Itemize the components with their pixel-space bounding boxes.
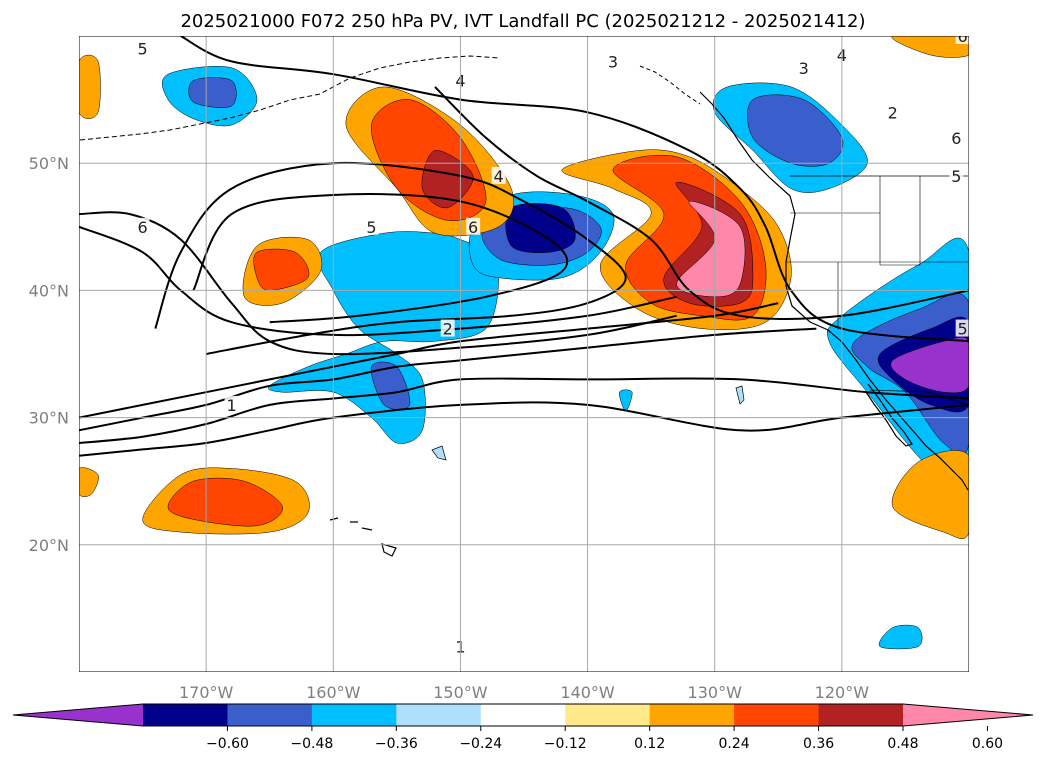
colorbar-tick-label: 0.36 bbox=[803, 736, 834, 752]
pc-shading-layer bbox=[79, 36, 969, 650]
colorbar-segment bbox=[818, 704, 904, 726]
x-tick-label: 170°W bbox=[179, 683, 234, 702]
pc-shaded-region bbox=[79, 54, 101, 119]
x-tick-label: 160°W bbox=[306, 683, 361, 702]
colorbar-segment bbox=[227, 704, 313, 726]
pv-contour-line bbox=[79, 377, 969, 444]
contour-label: 3 bbox=[608, 52, 618, 71]
hawaii-islands bbox=[329, 517, 397, 557]
pc-shaded-region bbox=[253, 248, 310, 291]
contour-label: 2 bbox=[888, 103, 898, 122]
pc-shaded-region bbox=[891, 450, 969, 540]
pv-contour-line bbox=[154, 161, 627, 355]
colorbar-outline bbox=[12, 703, 1034, 727]
baja-peninsula bbox=[865, 383, 913, 447]
contour-label-bg bbox=[135, 217, 150, 235]
contour-label: 5 bbox=[366, 218, 376, 237]
contour-label: 5 bbox=[951, 167, 961, 186]
colorbar-tick-label: 0.48 bbox=[887, 736, 918, 752]
contour-label-bg bbox=[885, 103, 900, 121]
colorbar-segment bbox=[649, 704, 735, 726]
x-tick-label: 130°W bbox=[688, 683, 743, 702]
latitude-tick-labels: 20°N 30°N 40°N 50°N bbox=[29, 154, 69, 555]
island-small bbox=[431, 445, 447, 461]
pc-shaded-region bbox=[890, 336, 969, 394]
contour-label-bg bbox=[466, 217, 481, 235]
x-tick-label: 120°W bbox=[815, 683, 870, 702]
pc-shaded-region bbox=[619, 389, 633, 412]
contour-label-bg bbox=[955, 36, 969, 44]
pc-shaded-region bbox=[891, 36, 969, 58]
contour-label-bg bbox=[491, 166, 506, 184]
colorbar-tick-label: −0.48 bbox=[290, 736, 333, 752]
y-tick-label: 20°N bbox=[29, 536, 69, 555]
pc-shaded-region bbox=[79, 467, 99, 497]
contour-label: 6 bbox=[468, 218, 478, 237]
y-tick-label: 30°N bbox=[29, 409, 69, 428]
pv-contour-line bbox=[79, 302, 779, 419]
pc-shaded-region bbox=[878, 624, 923, 650]
pc-shaded-region bbox=[167, 477, 283, 527]
longitude-tick-labels: 170°W 160°W 150°W 140°W 130°W 120°W bbox=[179, 683, 869, 702]
pv-contour-line bbox=[192, 193, 569, 324]
contour-label-bg bbox=[364, 217, 379, 235]
contour-label-bg bbox=[796, 58, 811, 76]
colorbar-segment bbox=[143, 704, 228, 726]
contour-label-bg bbox=[224, 395, 239, 413]
contour-label-bg bbox=[135, 39, 150, 57]
contour-label: 2 bbox=[443, 320, 453, 339]
contour-label: 4 bbox=[493, 167, 503, 186]
contour-label-bg bbox=[440, 319, 455, 337]
colorbar-tick-label: 0.12 bbox=[634, 736, 665, 752]
us-state-lines bbox=[786, 176, 968, 330]
colorbar-tick-label: −0.36 bbox=[375, 736, 418, 752]
y-tick-label: 50°N bbox=[29, 154, 69, 173]
colorbar: −0.60 −0.48 −0.36 −0.24 −0.12 0.12 0.24 0.36 0.4… bbox=[12, 703, 1034, 752]
colorbar-tick-label: 0.24 bbox=[719, 736, 750, 752]
colorbar-segment bbox=[311, 704, 397, 726]
alaska-coastline bbox=[79, 55, 501, 141]
contour-label: 3 bbox=[799, 59, 809, 78]
island-tiny bbox=[735, 385, 745, 405]
pv-contour-line bbox=[79, 401, 969, 457]
contour-label-bg bbox=[606, 52, 620, 70]
colorbar-extend-low bbox=[13, 704, 143, 726]
contour-label: 6 bbox=[951, 129, 961, 148]
contour-label: 1 bbox=[226, 396, 236, 415]
contour-label: 6 bbox=[137, 218, 147, 237]
contour-label-bg bbox=[955, 319, 969, 337]
pv-contour-line bbox=[79, 211, 677, 356]
colorbar-tick-label: −0.12 bbox=[544, 736, 587, 752]
contour-label: 5 bbox=[137, 40, 147, 59]
colorbar-segment bbox=[480, 704, 566, 726]
colorbar-segment bbox=[396, 704, 482, 726]
y-tick-label: 40°N bbox=[29, 281, 69, 300]
chart-title: 2025021000 F072 250 hPa PV, IVT Landfall… bbox=[180, 11, 865, 32]
contour-label-bg bbox=[949, 166, 964, 184]
north-america-coastline bbox=[699, 91, 969, 491]
graticule bbox=[79, 36, 969, 672]
mexico-border bbox=[869, 389, 969, 406]
pv-contour-line bbox=[79, 327, 817, 432]
colorbar-segment bbox=[734, 704, 820, 726]
pc-shaded-region bbox=[505, 203, 576, 253]
contour-label-bg bbox=[949, 128, 964, 146]
contour-label: 5 bbox=[958, 320, 968, 339]
colorbar-tick-label: −0.24 bbox=[459, 736, 502, 752]
pv-contour-line bbox=[180, 36, 969, 343]
colorbar-tick-label: −0.60 bbox=[206, 736, 249, 752]
colorbar-extend-high bbox=[903, 704, 1033, 726]
colorbar-segment bbox=[565, 704, 651, 726]
x-tick-label: 150°W bbox=[433, 683, 488, 702]
pv-contour-line bbox=[79, 225, 677, 337]
colorbar-tick-label: 0.60 bbox=[972, 736, 1003, 752]
x-tick-label: 140°W bbox=[560, 683, 615, 702]
pc-shaded-region bbox=[188, 77, 237, 108]
contour-label: 6 bbox=[958, 27, 968, 46]
alaska-panhandle bbox=[639, 65, 701, 105]
coastline-layer bbox=[79, 55, 969, 557]
